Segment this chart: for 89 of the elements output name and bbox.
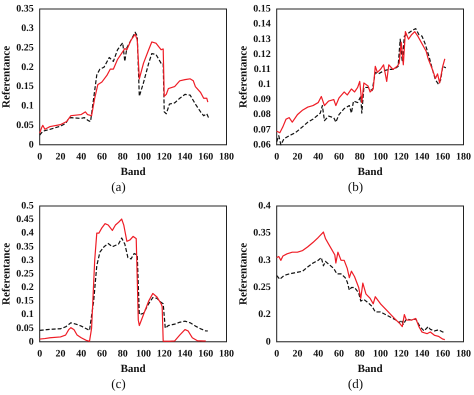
y-axis-title: Referentance (0, 46, 12, 108)
x-tick-label: 100 (372, 348, 388, 360)
x-tick-label: 120 (394, 151, 409, 162)
y-tick-label: 0.2 (258, 309, 271, 320)
x-tick-label: 0 (274, 348, 280, 360)
x-tick-label: 80 (118, 348, 128, 360)
y-tick-label: 0.09 (253, 94, 271, 106)
text: (c) (110, 376, 127, 393)
y-tick-label: 0.12 (253, 48, 271, 60)
x-tick-label: 60 (96, 151, 107, 162)
x-tick-label: 60 (96, 348, 107, 360)
x-tick-label: 180 (456, 348, 471, 360)
y-tick-label: 0.15 (253, 4, 271, 15)
x-tick-label: 140 (177, 151, 192, 162)
y-tick-label: 0 (28, 336, 34, 348)
x-tick-label: 20 (292, 348, 302, 360)
x-tick-label: 60 (334, 151, 344, 162)
x-tick-label: 40 (76, 348, 86, 360)
x-tick-label: 140 (414, 348, 430, 360)
y-tick-label: 0.45 (16, 214, 34, 226)
x-tick-label: 140 (177, 348, 192, 360)
y-tick-label: 0 (28, 139, 34, 150)
y-tick-label: 0.25 (16, 268, 34, 280)
x-tick-label: 20 (55, 348, 66, 360)
y-tick-label: 0.35 (16, 4, 34, 15)
x-tick-label: 80 (354, 151, 365, 162)
y-axis-title: Referentance (0, 242, 12, 305)
y-axis-title: Referentance (237, 46, 250, 108)
x-tick-label: 120 (156, 348, 172, 360)
x-tick-label: 80 (118, 151, 128, 162)
x-tick-label: 20 (292, 151, 302, 162)
y-tick-label: 0.4 (21, 228, 34, 239)
y-tick-label: 0.35 (253, 228, 271, 239)
y-tick-label: 0.14 (253, 18, 271, 30)
x-tick-label: 100 (136, 151, 151, 162)
y-tick-label: 0 (266, 336, 271, 348)
line-series (276, 257, 446, 333)
y-tick-label: 0.2 (21, 282, 34, 294)
line-series (39, 237, 208, 332)
x-tick-label: 40 (313, 348, 324, 360)
x-tick-label: 180 (456, 151, 471, 162)
y-tick-label: 0.15 (16, 81, 34, 92)
text: (a) (110, 179, 127, 196)
x-tick-label: 0 (274, 151, 280, 162)
y-tick-label: 0.5 (21, 200, 34, 212)
y-tick-label: 0.08 (253, 109, 271, 120)
y-tick-label: 0.07 (253, 124, 271, 136)
x-axis-title: Band (120, 166, 146, 178)
x-tick-label: 60 (334, 348, 344, 360)
y-tick-label: 0.2 (21, 62, 34, 73)
x-tick-label: 180 (219, 348, 234, 360)
y-tick-label: 0.35 (16, 241, 34, 252)
y-tick-label: 0.3 (21, 22, 34, 34)
x-axis-title: Band (358, 166, 383, 178)
y-tick-label: 0.05 (16, 120, 34, 131)
x-tick-label: 80 (354, 348, 365, 360)
y-tick-label: 0.15 (16, 296, 34, 307)
y-axis-title: Referentance (237, 242, 250, 305)
y-tick-label: 0.06 (253, 139, 271, 150)
x-tick-label: 100 (136, 348, 151, 360)
x-tick-label: 120 (156, 151, 172, 162)
x-tick-label: 0 (37, 151, 42, 162)
text: (d) (346, 376, 364, 393)
x-tick-label: 140 (414, 151, 430, 162)
y-tick-label: 0.13 (253, 34, 271, 45)
x-axis-title: Band (358, 363, 383, 376)
y-tick-label: 0.1 (21, 309, 34, 320)
y-tick-label: 0.11 (254, 64, 271, 75)
x-tick-label: 120 (394, 348, 409, 360)
x-tick-label: 40 (76, 151, 86, 162)
y-tick-label: 0.3 (21, 254, 34, 266)
y-tick-label: 0.4 (258, 200, 271, 212)
x-tick-label: 180 (219, 151, 234, 162)
x-tick-label: 0 (37, 348, 42, 360)
x-tick-label: 160 (198, 348, 214, 360)
x-tick-label: 20 (55, 151, 66, 162)
x-axis-title: Band (120, 363, 146, 376)
y-tick-label: 0.1 (258, 79, 271, 90)
x-tick-label: 160 (435, 348, 450, 360)
x-tick-label: 160 (198, 151, 214, 162)
x-tick-label: 160 (435, 151, 450, 162)
text: (b) (346, 179, 364, 196)
x-tick-label: 40 (313, 151, 324, 162)
y-tick-label: 0.3 (258, 254, 271, 266)
y-tick-label: 0.25 (253, 282, 271, 294)
y-tick-label: 0.1 (21, 100, 34, 112)
y-tick-label: 0.25 (16, 42, 34, 54)
x-tick-label: 100 (372, 151, 388, 162)
y-tick-label: 0.05 (16, 322, 34, 334)
